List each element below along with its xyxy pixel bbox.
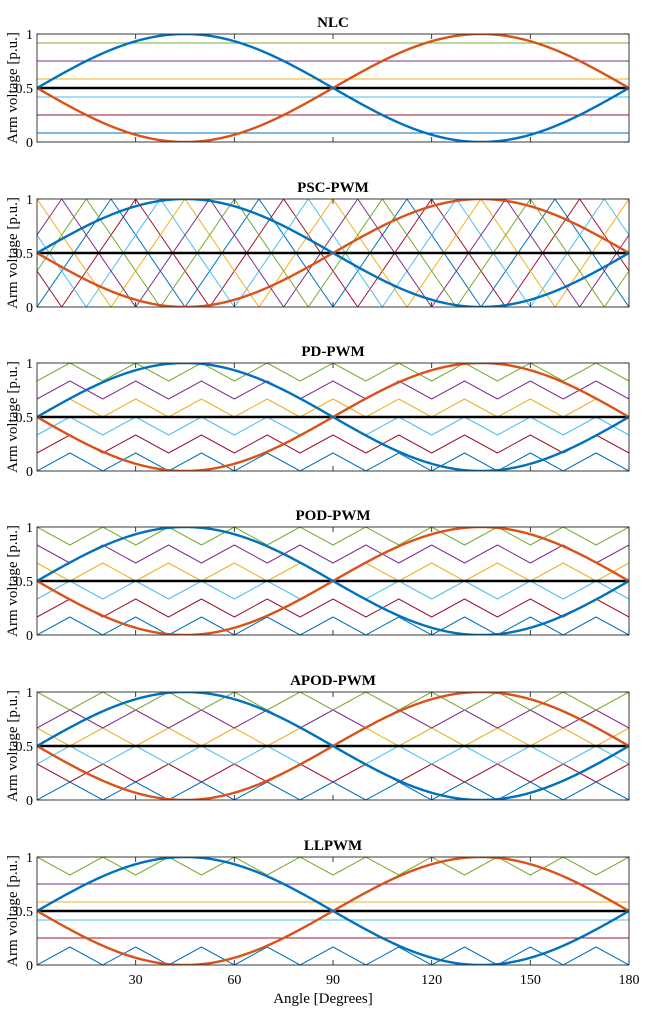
x-tick-label: 30 (129, 973, 143, 988)
panel-title: LLPWM (304, 838, 362, 854)
y-tick-label: 0.5 (16, 905, 34, 920)
carrier-line (37, 452, 629, 471)
panel-4: 0 0.5 1 POD-PWM Arm voltage [p.u.] (5, 508, 630, 644)
carrier-line (37, 527, 629, 546)
plot-area (37, 857, 629, 965)
panel-title: PSC-PWM (297, 180, 369, 196)
panel-6: 30 60 90 120 150 180 0 0.5 1 LLPWM Arm voltage [p.… (5, 838, 640, 988)
x-tick-label: 150 (520, 973, 541, 988)
plot-area (37, 363, 629, 471)
carrier-line (37, 544, 629, 564)
y-tick-label: 0 (26, 794, 33, 809)
upper-arm-voltage (37, 692, 629, 800)
carrier-line (37, 380, 629, 400)
y-tick-label: 1 (26, 851, 33, 866)
carrier-line (37, 434, 629, 454)
upper-arm-voltage (37, 527, 629, 635)
y-tick-label: 0.5 (16, 411, 34, 426)
upper-arm-voltage (37, 199, 629, 307)
x-tick-label: 180 (619, 973, 640, 988)
carrier-line (37, 199, 629, 307)
y-axis-label: Arm voltage [p.u.] (5, 855, 21, 967)
panel-title: APOD-PWM (290, 673, 376, 689)
carrier-line (37, 363, 629, 382)
x-axis-label: Angle [Degrees] (273, 991, 373, 1007)
y-tick-label: 0.5 (16, 247, 34, 262)
y-tick-label: 1 (26, 357, 33, 372)
upper-arm-voltage (37, 857, 629, 965)
y-tick-label: 0.5 (16, 740, 34, 755)
plot-area (37, 527, 629, 635)
upper-arm-voltage (37, 34, 629, 142)
carrier-line (37, 692, 629, 711)
y-tick-label: 0 (26, 629, 33, 644)
y-tick-label: 1 (26, 193, 33, 208)
carrier-line (37, 946, 629, 965)
y-tick-label: 1 (26, 28, 33, 43)
y-tick-label: 1 (26, 521, 33, 536)
carrier-line (37, 616, 629, 635)
y-tick-label: 1 (26, 686, 33, 701)
x-tick-label: 60 (227, 973, 241, 988)
carrier-line (37, 598, 629, 618)
panel-title: POD-PWM (296, 508, 371, 524)
y-tick-label: 0 (26, 959, 33, 974)
x-tick-label: 90 (326, 973, 340, 988)
panel-5: 0 0.5 1 APOD-PWM Arm voltage [p.u.] (5, 673, 630, 809)
y-axis-label: Arm voltage [p.u.] (5, 361, 21, 473)
y-tick-label: 0 (26, 301, 33, 316)
panel-1: 0 0.5 1 NLC Arm voltage [p.u.] (5, 15, 630, 151)
x-tick-label: 120 (421, 973, 442, 988)
carrier-line (37, 857, 629, 876)
carrier-line (37, 398, 629, 418)
y-tick-label: 0.5 (16, 575, 34, 590)
plot-area (37, 692, 629, 800)
panel-title: PD-PWM (301, 344, 364, 360)
panel-3: 0 0.5 1 PD-PWM Arm voltage [p.u.] (5, 344, 630, 480)
y-axis-label: Arm voltage [p.u.] (5, 690, 21, 802)
y-tick-label: 0.5 (16, 82, 34, 97)
y-tick-label: 0 (26, 465, 33, 480)
plot-area (37, 199, 629, 307)
upper-arm-voltage (37, 363, 629, 471)
plot-area (37, 34, 629, 142)
y-axis-label: Arm voltage [p.u.] (5, 32, 21, 144)
y-tick-label: 0 (26, 136, 33, 151)
carrier-line (37, 763, 629, 783)
panel-2: 0 0.5 1 PSC-PWM Arm voltage [p.u.] (5, 180, 630, 316)
panel-title: NLC (317, 15, 349, 31)
y-axis-label: Arm voltage [p.u.] (5, 197, 21, 309)
y-axis-label: Arm voltage [p.u.] (5, 525, 21, 637)
